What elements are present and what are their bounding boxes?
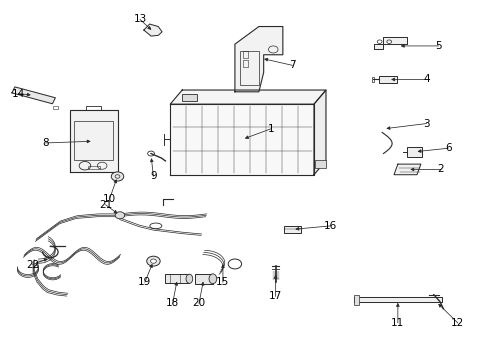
Text: 11: 11 — [390, 318, 404, 328]
Text: 21: 21 — [99, 200, 112, 210]
Text: 13: 13 — [133, 14, 146, 24]
Circle shape — [146, 256, 160, 266]
Polygon shape — [170, 104, 313, 175]
Circle shape — [111, 172, 123, 181]
Bar — [88, 166, 100, 169]
Text: 17: 17 — [268, 292, 282, 301]
Bar — [407, 147, 421, 157]
Text: 19: 19 — [138, 277, 151, 287]
Text: 18: 18 — [165, 298, 179, 309]
Polygon shape — [373, 37, 407, 49]
Ellipse shape — [208, 274, 216, 284]
Bar — [182, 94, 196, 100]
Text: 3: 3 — [423, 118, 429, 129]
Text: 4: 4 — [423, 75, 429, 85]
Bar — [194, 274, 212, 284]
Text: 22: 22 — [26, 260, 39, 270]
Bar — [165, 274, 189, 283]
Bar — [378, 76, 397, 83]
Circle shape — [150, 259, 156, 263]
Text: 9: 9 — [150, 171, 157, 181]
Text: 20: 20 — [192, 298, 205, 309]
Polygon shape — [353, 297, 441, 302]
Polygon shape — [393, 164, 420, 175]
Polygon shape — [12, 87, 55, 104]
Text: 5: 5 — [434, 41, 441, 51]
Text: 1: 1 — [267, 124, 274, 134]
Text: 8: 8 — [42, 138, 49, 148]
Text: 6: 6 — [444, 143, 450, 153]
Bar — [371, 77, 374, 82]
Bar — [239, 51, 258, 85]
Bar — [284, 225, 300, 233]
Bar — [315, 160, 325, 168]
Ellipse shape — [185, 274, 192, 283]
Text: 15: 15 — [216, 277, 229, 287]
Bar — [353, 295, 359, 305]
Bar — [243, 51, 247, 58]
Bar — [243, 60, 247, 67]
Text: 16: 16 — [324, 221, 337, 231]
Polygon shape — [234, 27, 282, 92]
Circle shape — [115, 212, 124, 219]
Text: 14: 14 — [12, 89, 25, 99]
Text: 12: 12 — [450, 318, 464, 328]
Polygon shape — [143, 24, 162, 36]
Text: 7: 7 — [288, 60, 295, 70]
Bar — [52, 106, 58, 109]
Polygon shape — [170, 90, 325, 104]
Text: 2: 2 — [437, 165, 444, 174]
Polygon shape — [313, 90, 325, 175]
Text: 10: 10 — [102, 194, 116, 204]
Bar — [74, 121, 113, 160]
Polygon shape — [69, 110, 117, 172]
